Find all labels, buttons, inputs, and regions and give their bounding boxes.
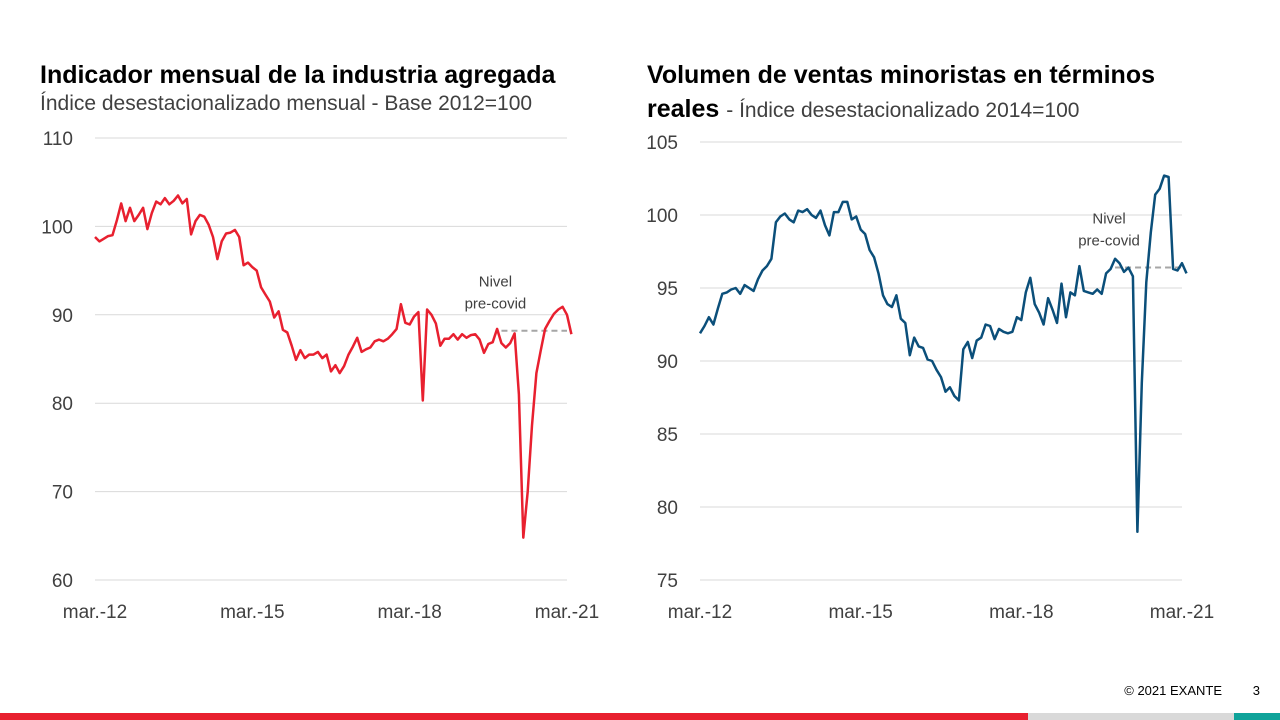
right-x-tick-label: mar.-12 [668,602,732,623]
footer-bar-teal [1234,713,1280,720]
left-reference-label: pre-covid [465,296,527,313]
right-y-tick-label: 75 [657,571,678,592]
left-y-tick-label: 70 [52,483,73,504]
left-y-tick-label: 110 [43,129,73,150]
footer-bar-red [0,713,1028,720]
copyright-text: © 2021 EXANTE [1124,683,1222,698]
right-chart-title: Volumen de ventas minoristas en términos… [647,58,1247,128]
right-x-tick-label: mar.-15 [828,602,892,623]
right-reference-label: pre-covid [1078,233,1140,250]
left-chart-title: Indicador mensual de la industria agrega… [40,61,556,89]
left-y-tick-label: 90 [52,306,73,327]
right-y-tick-label: 90 [657,352,678,373]
right-line-chart: 75 80 85 90 95 100 105 mar.-12 mar.-15 mar.-18 mar… [646,133,1214,623]
right-y-tick-label: 100 [646,206,678,227]
left-x-tick-label: mar.-18 [377,602,441,623]
right-reference-label: Nivel [1092,211,1125,228]
left-series-line [94,194,573,539]
right-series-line [698,174,1188,534]
footer-bar-grey [1028,713,1234,720]
page-number: 3 [1252,683,1260,698]
left-y-tick-label: 80 [52,394,73,415]
right-chart-title-suffix: reales [647,95,720,123]
right-chart-subtitle: - Índice desestacionalizado 2014=100 [726,99,1080,122]
left-x-tick-label: mar.-21 [535,602,599,623]
right-y-tick-label: 80 [657,498,678,519]
left-reference-label: Nivel [479,274,512,291]
left-y-tick-label: 100 [41,217,73,238]
right-y-tick-label: 105 [646,133,678,154]
right-x-tick-label: mar.-21 [1150,602,1214,623]
right-x-tick-label: mar.-18 [989,602,1053,623]
right-y-tick-label: 95 [657,279,678,300]
right-chart-title-main: Volumen de ventas minoristas en términos [647,61,1156,89]
left-y-tick-label: 60 [52,571,73,592]
right-y-tick-label: 85 [657,425,678,446]
left-x-tick-label: mar.-15 [220,602,284,623]
left-x-tick-label: mar.-12 [63,602,127,623]
left-line-chart: 60 70 80 90 100 110 mar.-12 mar.-15 mar.-18 mar.-… [41,129,599,623]
left-chart-subtitle: Índice desestacionalizado mensual - Base… [40,92,533,115]
